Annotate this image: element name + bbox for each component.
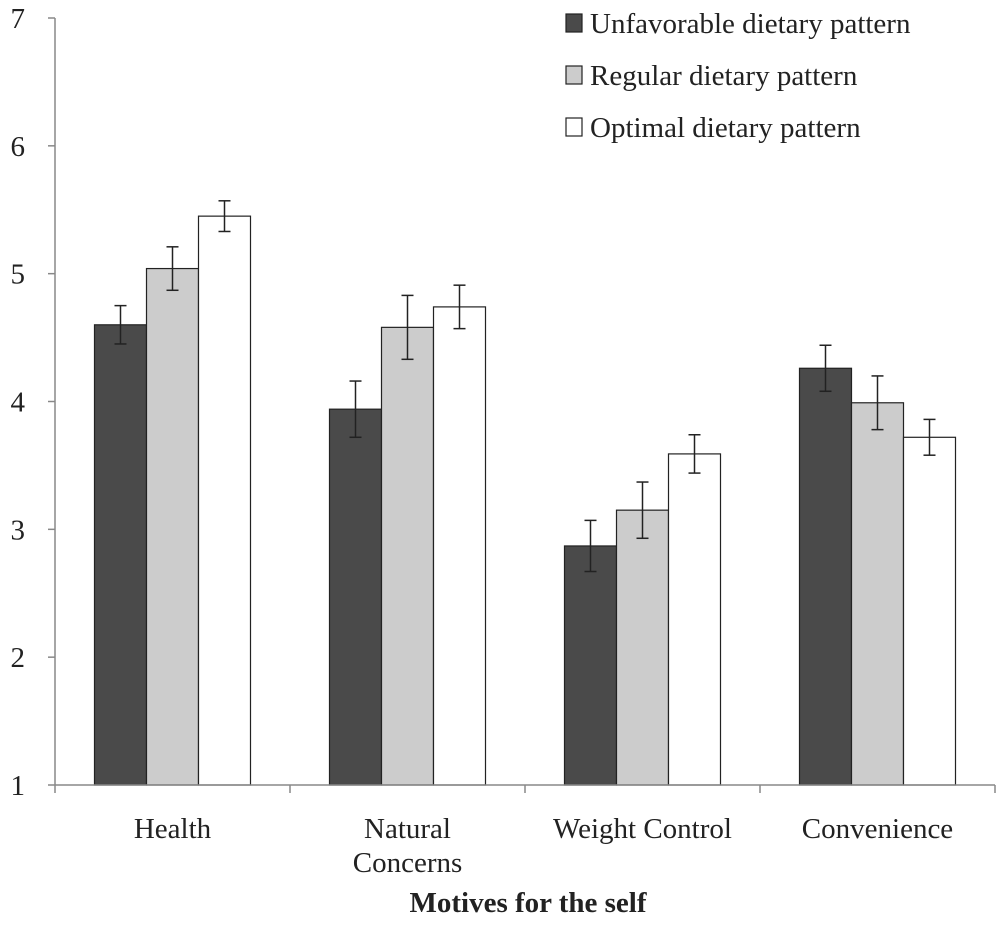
bar — [197, 215, 252, 786]
x-axis-title: Motives for the self — [409, 887, 646, 919]
bar — [902, 436, 957, 786]
x-category-label: Health — [134, 813, 212, 845]
bar — [798, 367, 853, 786]
legend-swatch — [565, 117, 583, 137]
x-category-label: Natural — [364, 813, 451, 845]
bar — [615, 509, 670, 786]
x-category-label: Concerns — [353, 847, 463, 879]
bar — [850, 402, 905, 786]
legend-swatch — [565, 65, 583, 85]
y-tick-label: 2 — [11, 642, 26, 674]
bar — [432, 306, 487, 786]
bar — [563, 545, 618, 786]
bar — [93, 324, 148, 786]
y-tick-label: 7 — [11, 3, 26, 35]
legend: Unfavorable dietary pattern Regular dieta… — [565, 8, 911, 144]
bar — [667, 453, 722, 786]
y-tick-label: 1 — [11, 770, 26, 802]
bar — [328, 408, 383, 786]
legend-swatch — [565, 13, 583, 33]
legend-label: Unfavorable dietary pattern — [590, 8, 911, 40]
bar — [380, 326, 435, 786]
x-category-label: Weight Control — [553, 813, 732, 845]
y-tick-label: 5 — [11, 259, 26, 291]
bar — [145, 267, 200, 786]
y-tick-label: 4 — [11, 387, 26, 419]
legend-label: Optimal dietary pattern — [590, 112, 861, 144]
y-tick-label: 6 — [11, 131, 26, 163]
legend-label: Regular dietary pattern — [590, 60, 858, 92]
x-category-label: Convenience — [802, 813, 953, 845]
y-tick-label: 3 — [11, 514, 26, 546]
y-axis: 1 2 3 4 5 6 7 — [11, 3, 56, 802]
bars — [93, 200, 957, 786]
